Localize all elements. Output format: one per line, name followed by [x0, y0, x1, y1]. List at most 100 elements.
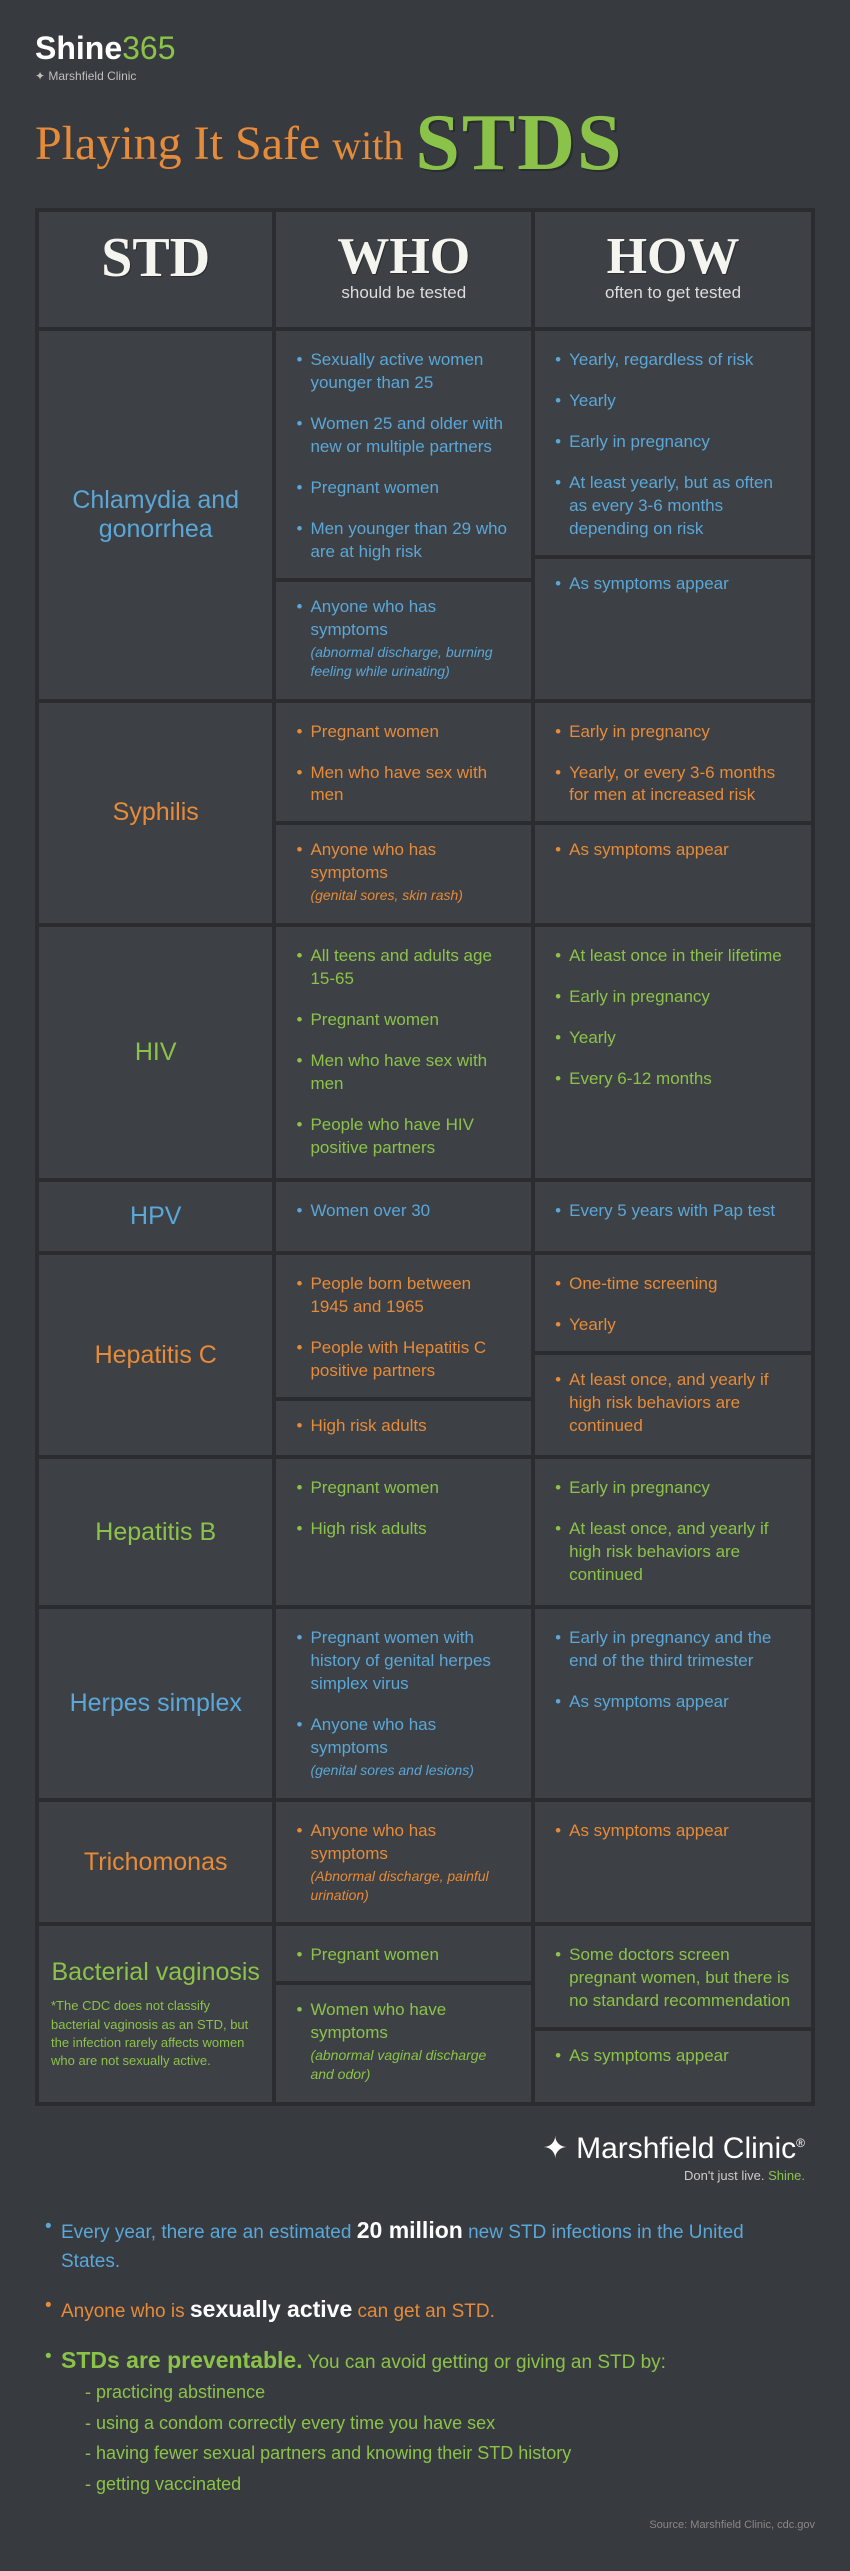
how-list: Yearly, regardless of risk Yearly Early in…: [555, 349, 791, 541]
prevent-list: practicing abstinenceusing a condom corr…: [61, 2377, 805, 2499]
who-list: Pregnant women with history of genital h…: [296, 1627, 511, 1780]
prevent-item: using a condom correctly every time you …: [85, 2408, 805, 2439]
how-item: Early in pregnancy: [555, 431, 791, 454]
who-item: Anyone who has symptoms(abnormal dischar…: [296, 596, 511, 681]
how-list: One-time screening Yearly: [555, 1273, 791, 1337]
header-std: STD: [39, 212, 272, 327]
how-list: Early in pregnancy Yearly, or every 3-6 m…: [555, 721, 791, 808]
how-item: Early in pregnancy: [555, 1477, 791, 1500]
how-cell: As symptoms appear: [535, 1802, 811, 1923]
std-table: STDWHOshould be testedHOWoften to get te…: [35, 208, 815, 2106]
logo-area: Shine365 ✦ Marshfield Clinic: [35, 30, 815, 83]
how-list: At least once, and yearly if high risk b…: [555, 1369, 791, 1438]
who-list: Sexually active women younger than 25Wom…: [296, 349, 511, 564]
who-list: Pregnant women High risk adults: [296, 1477, 511, 1541]
who-item: People who have HIV positive partners: [296, 1114, 511, 1160]
how-item: At least yearly, but as often as every 3…: [555, 472, 791, 541]
who-item: Pregnant women: [296, 1944, 511, 1967]
prevent-item: practicing abstinence: [85, 2377, 805, 2408]
who-list: All teens and adults age 15-65Pregnant w…: [296, 945, 511, 1160]
how-cell: One-time screening Yearly At least once, a…: [535, 1255, 811, 1456]
how-item: Early in pregnancy and the end of the th…: [555, 1627, 791, 1673]
how-item: Yearly, or every 3-6 months for men at i…: [555, 762, 791, 808]
who-list: Pregnant womenMen who have sex with men: [296, 721, 511, 808]
how-list: As symptoms appear: [555, 1820, 791, 1843]
who-list: Anyone who has symptoms(abnormal dischar…: [296, 596, 511, 681]
footer-logo-tagline: Don't just live. Shine.: [35, 2168, 805, 2183]
how-item: Yearly, regardless of risk: [555, 349, 791, 372]
how-list: As symptoms appear: [555, 573, 791, 596]
std-name-cell: Hepatitis B: [39, 1459, 272, 1605]
how-list: As symptoms appear: [555, 2045, 791, 2068]
how-cell: Yearly, regardless of risk Yearly Early in…: [535, 331, 811, 698]
who-item: Pregnant women: [296, 1477, 511, 1500]
how-cell: Early in pregnancy and the end of the th…: [535, 1609, 811, 1798]
how-cell: Early in pregnancy At least once, and yea…: [535, 1459, 811, 1605]
prevent-item: getting vaccinated: [85, 2469, 805, 2500]
fact-1: Every year, there are an estimated 20 mi…: [45, 2213, 805, 2276]
fact-2: Anyone who is sexually active can get an…: [45, 2292, 805, 2327]
how-item: As symptoms appear: [555, 2045, 791, 2068]
who-item: Men who have sex with men: [296, 1050, 511, 1096]
who-item: High risk adults: [296, 1415, 511, 1438]
how-item: As symptoms appear: [555, 1820, 791, 1843]
who-cell: Pregnant women with history of genital h…: [276, 1609, 531, 1798]
who-list: Women over 30: [296, 1200, 511, 1223]
footer-logo: ✦ Marshfield Clinic® Don't just live. Sh…: [35, 2131, 805, 2183]
who-item: Pregnant women: [296, 1009, 511, 1032]
who-item: Women who have symptoms(abnormal vaginal…: [296, 1999, 511, 2084]
how-item: At least once, and yearly if high risk b…: [555, 1369, 791, 1438]
how-item: As symptoms appear: [555, 573, 791, 596]
logo-sub: ✦ Marshfield Clinic: [35, 69, 815, 83]
how-item: Yearly: [555, 1314, 791, 1337]
who-cell: Sexually active women younger than 25Wom…: [276, 331, 531, 698]
std-name-cell: Trichomonas: [39, 1802, 272, 1923]
how-item: At least once in their lifetime: [555, 945, 791, 968]
how-list: Every 5 years with Pap test: [555, 1200, 791, 1223]
logo-main: Shine365: [35, 30, 815, 67]
who-cell: Pregnant women Women who have symptoms(ab…: [276, 1926, 531, 2102]
who-cell: Pregnant women High risk adults: [276, 1459, 531, 1605]
how-item: Every 5 years with Pap test: [555, 1200, 791, 1223]
who-list: Anyone who has symptoms(genital sores, s…: [296, 839, 511, 905]
std-name-cell: HPV: [39, 1182, 272, 1251]
who-item: Anyone who has symptoms(genital sores, s…: [296, 839, 511, 905]
how-item: Yearly: [555, 390, 791, 413]
who-list: People born between 1945 and 1965People …: [296, 1273, 511, 1383]
who-item: Pregnant women with history of genital h…: [296, 1627, 511, 1696]
how-list: Some doctors screen pregnant women, but …: [555, 1944, 791, 2013]
how-cell: Some doctors screen pregnant women, but …: [535, 1926, 811, 2102]
how-list: Early in pregnancy and the end of the th…: [555, 1627, 791, 1714]
who-item: People born between 1945 and 1965: [296, 1273, 511, 1319]
who-list: Anyone who has symptoms(Abnormal dischar…: [296, 1820, 511, 1905]
std-name-cell: Hepatitis C: [39, 1255, 272, 1456]
footer-facts: Every year, there are an estimated 20 mi…: [35, 2213, 815, 2499]
how-item: One-time screening: [555, 1273, 791, 1296]
how-cell: Every 5 years with Pap test: [535, 1182, 811, 1251]
page: Shine365 ✦ Marshfield Clinic Playing It …: [0, 0, 850, 2571]
std-name-cell: Bacterial vaginosis*The CDC does not cla…: [39, 1926, 272, 2102]
footer-logo-name: ✦ Marshfield Clinic®: [35, 2131, 805, 2166]
who-item: Women 25 and older with new or multiple …: [296, 413, 511, 459]
page-title: Playing It Safe with STDS: [35, 103, 815, 183]
how-item: At least once, and yearly if high risk b…: [555, 1518, 791, 1587]
prevent-item: having fewer sexual partners and knowing…: [85, 2438, 805, 2469]
std-name-cell: Chlamydia and gonorrhea: [39, 331, 272, 698]
how-list: As symptoms appear: [555, 839, 791, 862]
fact-3: STDs are preventable. You can avoid gett…: [45, 2343, 805, 2500]
how-cell: At least once in their lifetime Early in …: [535, 927, 811, 1178]
header-how: HOWoften to get tested: [535, 212, 811, 327]
who-item: High risk adults: [296, 1518, 511, 1541]
who-item: Anyone who has symptoms(Abnormal dischar…: [296, 1820, 511, 1905]
who-list: Pregnant women: [296, 1944, 511, 1967]
who-cell: All teens and adults age 15-65Pregnant w…: [276, 927, 531, 1178]
how-cell: Early in pregnancy Yearly, or every 3-6 m…: [535, 703, 811, 924]
who-cell: People born between 1945 and 1965People …: [276, 1255, 531, 1456]
std-name-cell: Syphilis: [39, 703, 272, 924]
how-item: Early in pregnancy: [555, 721, 791, 744]
how-item: Early in pregnancy: [555, 986, 791, 1009]
who-cell: Anyone who has symptoms(Abnormal dischar…: [276, 1802, 531, 1923]
who-cell: Women over 30: [276, 1182, 531, 1251]
who-item: Women over 30: [296, 1200, 511, 1223]
who-list: High risk adults: [296, 1415, 511, 1438]
